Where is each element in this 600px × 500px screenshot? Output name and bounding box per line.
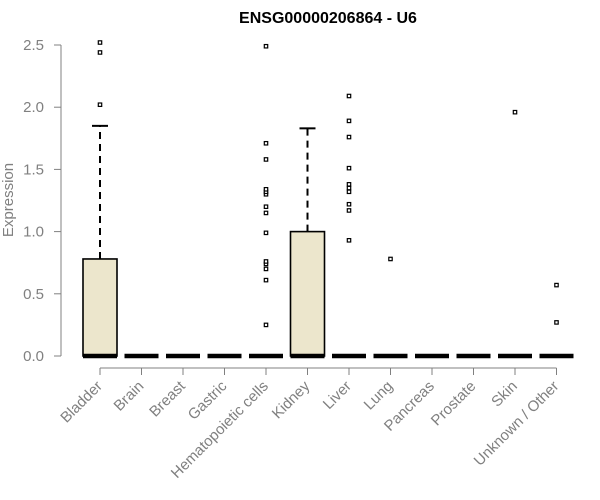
x-tick-label: Liver <box>320 378 355 413</box>
outlier-point <box>263 187 269 192</box>
outlier-point <box>97 102 103 108</box>
outlier-point <box>263 230 269 236</box>
outlier-point <box>388 256 393 262</box>
outlier-point <box>263 204 269 210</box>
box-group <box>289 127 326 359</box>
box-group <box>332 93 366 359</box>
outlier-point <box>346 185 352 191</box>
y-tick-label: 1.5 <box>23 161 44 178</box>
y-axis: 0.0 0.5 1.0 1.5 2.0 2.5 <box>23 37 62 365</box>
outlier-point <box>97 40 103 45</box>
outlier-point <box>346 182 352 187</box>
outlier-point <box>263 157 269 162</box>
box-group <box>82 40 118 359</box>
outlier-point <box>263 266 269 272</box>
y-tick-label: 0.0 <box>23 348 44 365</box>
outlier-point <box>263 43 269 49</box>
x-tick-label: Brain <box>111 378 148 415</box>
box-rect <box>82 258 118 357</box>
y-tick-label: 2.5 <box>23 37 44 54</box>
outlier-point <box>512 109 518 115</box>
x-tick-label: Lung <box>361 378 397 414</box>
x-tick-label: Skin <box>488 378 521 411</box>
x-tick-label: Prostate <box>428 378 480 430</box>
chart-title: ENSG00000206864 - U6 <box>239 10 417 27</box>
box-group <box>539 282 574 359</box>
outlier-point <box>346 134 352 140</box>
outlier-point <box>346 201 352 207</box>
y-axis-label: Expression <box>0 163 17 237</box>
outlier-point <box>346 118 352 124</box>
outlier-point <box>346 189 352 195</box>
y-tick-label: 2.0 <box>23 99 44 116</box>
box-group <box>498 109 532 359</box>
outlier-point <box>263 259 269 264</box>
y-tick-label: 1.0 <box>23 224 44 241</box>
outlier-point <box>263 210 269 216</box>
box-group <box>249 43 283 359</box>
outlier-point <box>346 208 352 213</box>
box-group <box>373 256 408 359</box>
x-tick-label: Kidney <box>269 377 314 422</box>
boxes-layer <box>82 40 574 359</box>
outlier-point <box>263 140 269 146</box>
outlier-point <box>263 322 269 328</box>
outlier-point <box>554 320 559 325</box>
outlier-point <box>554 282 559 288</box>
outlier-point <box>263 277 269 283</box>
y-tick-label: 0.5 <box>23 286 44 303</box>
outlier-point <box>346 238 352 243</box>
outlier-point <box>97 50 103 55</box>
x-tick-label: Bladder <box>57 378 106 427</box>
outlier-point <box>346 93 352 99</box>
x-tick-label: Breast <box>146 377 189 420</box>
outlier-point <box>346 165 352 171</box>
box-rect <box>289 230 326 357</box>
